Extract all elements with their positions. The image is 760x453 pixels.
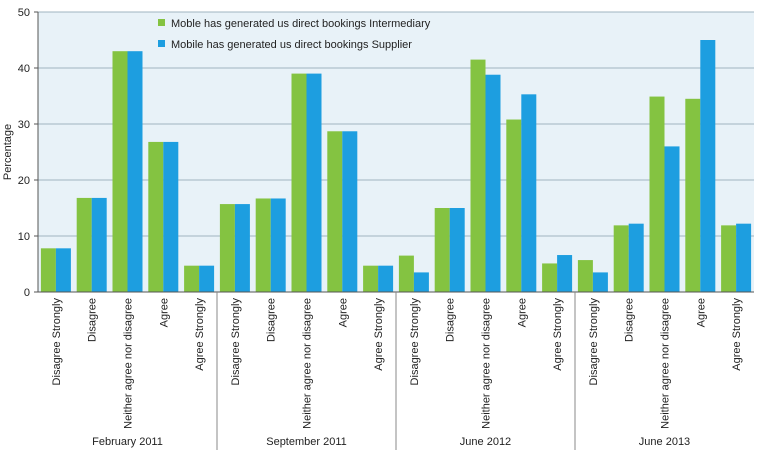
- category-label: Agree: [516, 298, 528, 327]
- y-tick-label: 0: [24, 287, 30, 299]
- category-label: Agree: [158, 298, 170, 327]
- group-label: September 2011: [266, 436, 347, 448]
- y-tick-label: 10: [18, 231, 30, 243]
- bar-intermediary: [649, 96, 665, 292]
- category-label: Neither agree nor disagree: [302, 298, 314, 429]
- category-label: Disagree: [445, 298, 457, 342]
- group-label: June 2012: [460, 436, 511, 448]
- category-label: Disagree Strongly: [230, 298, 242, 386]
- bar-supplier: [234, 204, 250, 292]
- bar-supplier: [521, 94, 537, 292]
- bar-intermediary: [434, 208, 450, 292]
- bars: [40, 40, 752, 293]
- bar-supplier: [485, 74, 501, 292]
- category-label: Neither agree nor disagree: [123, 298, 135, 429]
- bar-supplier: [628, 223, 644, 292]
- bar-intermediary: [542, 263, 558, 292]
- y-tick-label: 50: [18, 7, 30, 19]
- bar-supplier: [664, 146, 680, 292]
- bar-supplier: [378, 265, 394, 292]
- legend-label-supplier: Mobile has generated us direct bookings …: [171, 39, 412, 51]
- category-label: Agree: [337, 298, 349, 327]
- bar-intermediary: [613, 225, 629, 292]
- bar-intermediary: [219, 204, 235, 292]
- bar-supplier: [91, 197, 107, 292]
- category-label: Disagree: [624, 298, 636, 342]
- bar-intermediary: [721, 225, 737, 292]
- category-label: Disagree Strongly: [409, 298, 421, 386]
- y-tick-label: 30: [18, 119, 30, 131]
- legend-swatch-intermediary: [158, 19, 165, 26]
- category-label: Agree: [695, 298, 707, 327]
- bar-supplier: [413, 272, 429, 292]
- bar-intermediary: [685, 98, 701, 292]
- bar-supplier: [342, 131, 358, 292]
- bar-intermediary: [76, 197, 92, 292]
- bar-supplier: [199, 265, 215, 292]
- y-tick-label: 20: [18, 175, 30, 187]
- group-label: February 2011: [92, 436, 163, 448]
- bar-supplier: [55, 248, 71, 292]
- bar-supplier: [449, 208, 465, 292]
- plot-area: [38, 12, 754, 292]
- bar-intermediary: [327, 131, 343, 292]
- legend: Moble has generated us direct bookings I…: [158, 18, 431, 51]
- bar-intermediary: [112, 51, 128, 293]
- legend-swatch-supplier: [158, 40, 165, 47]
- bar-intermediary: [470, 59, 486, 292]
- category-label: Neither agree nor disagree: [481, 298, 493, 429]
- category-label: Disagree: [266, 298, 278, 342]
- bar-intermediary: [398, 255, 414, 292]
- category-label: Agree Strongly: [552, 298, 564, 371]
- bar-intermediary: [506, 119, 522, 293]
- category-label: Disagree Strongly: [588, 298, 600, 386]
- bar-intermediary: [184, 265, 200, 292]
- category-label: Disagree Strongly: [51, 298, 63, 386]
- category-label: Disagree: [87, 298, 99, 342]
- y-axis-ticks: 0 10 20 30 40 50: [18, 7, 38, 299]
- bar-intermediary: [148, 141, 164, 292]
- bar-intermediary: [363, 265, 379, 292]
- category-label: Neither agree nor disagree: [660, 298, 672, 429]
- y-tick-label: 40: [18, 63, 30, 75]
- bar-supplier: [736, 223, 752, 292]
- category-label: Agree Strongly: [373, 298, 385, 371]
- bar-intermediary: [255, 198, 271, 292]
- bar-intermediary: [291, 73, 307, 292]
- bar-intermediary: [40, 248, 56, 292]
- category-label: Agree Strongly: [194, 298, 206, 371]
- bar-supplier: [700, 40, 716, 292]
- bar-supplier: [306, 73, 322, 292]
- bar-supplier: [163, 141, 179, 292]
- bar-supplier: [592, 272, 608, 292]
- group-label: June 2013: [639, 436, 690, 448]
- y-axis-title: Percentage: [2, 124, 14, 180]
- category-labels: Disagree Strongly Disagree Neither agree n…: [51, 298, 743, 429]
- bar-supplier: [557, 255, 573, 292]
- group-labels: February 2011 September 2011 June 2012 June…: [92, 292, 690, 450]
- bar-supplier: [270, 198, 286, 292]
- bar-supplier: [127, 51, 143, 293]
- legend-label-intermediary: Moble has generated us direct bookings I…: [171, 18, 431, 30]
- category-label: Agree Strongly: [731, 298, 743, 371]
- bar-intermediary: [577, 260, 593, 292]
